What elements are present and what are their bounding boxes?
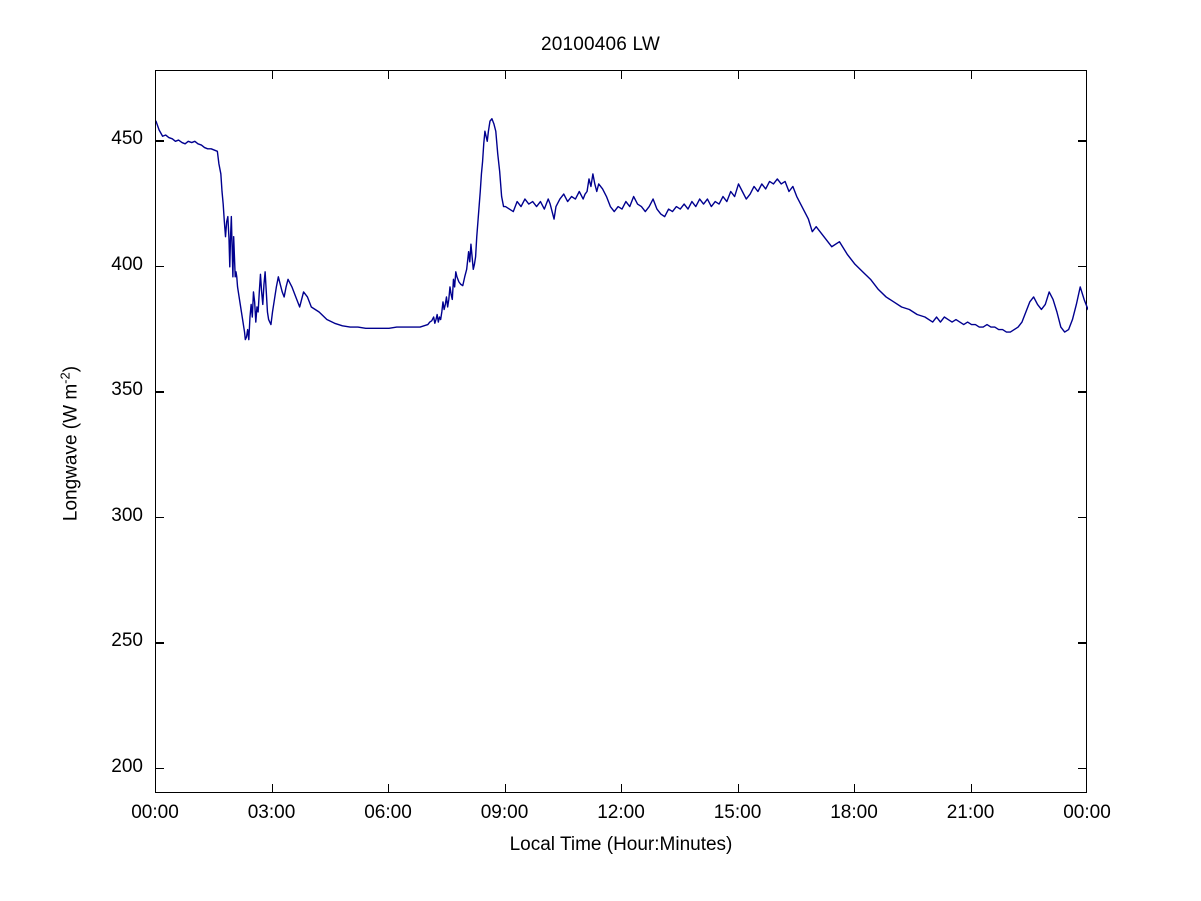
y-axis-label-tail: ) — [60, 365, 82, 373]
y-tick-mark — [155, 642, 164, 644]
y-tick-label: 350 — [111, 379, 143, 401]
data-line-plot — [156, 118, 1088, 341]
x-tick-mark — [970, 70, 972, 79]
chart-title: 20100406 LW — [540, 34, 661, 55]
y-tick-label: 300 — [111, 504, 143, 526]
y-tick-mark — [155, 265, 164, 268]
x-tick-mark — [854, 784, 856, 793]
x-tick-label: 09:00 — [480, 802, 529, 823]
x-tick-mark — [970, 784, 972, 793]
y-tick-mark — [155, 767, 164, 770]
y-tick-mark — [1078, 642, 1087, 644]
y-tick-label: 450 — [111, 128, 143, 150]
x-tick-mark — [621, 70, 623, 79]
x-tick-mark — [388, 784, 390, 793]
y-axis-label-exponent: -2 — [57, 372, 73, 384]
y-tick-mark — [155, 516, 164, 519]
y-tick-mark — [1078, 516, 1087, 519]
x-tick-mark — [737, 70, 739, 79]
x-tick-mark — [504, 784, 506, 793]
x-tick-label: 21:00 — [946, 802, 995, 823]
x-tick-mark — [388, 70, 390, 79]
x-axis-label: Local Time (Hour:Minutes) — [509, 834, 733, 855]
y-tick-label: 200 — [111, 755, 143, 777]
longwave-series-line — [156, 118, 1088, 341]
x-tick-label: 03:00 — [247, 802, 296, 823]
y-tick-label: 250 — [111, 630, 143, 652]
y-axis-label-base: Longwave (W m — [60, 383, 82, 522]
y-axis-label: Longwave (W m-2) — [58, 314, 83, 574]
x-tick-mark — [854, 70, 856, 79]
y-tick-mark — [1078, 391, 1087, 393]
x-tick-label: 15:00 — [713, 802, 762, 823]
x-tick-label: 06:00 — [364, 802, 412, 823]
x-tick-mark — [621, 784, 623, 793]
y-tick-mark — [1078, 265, 1087, 268]
x-tick-mark — [504, 70, 506, 79]
x-tick-mark — [737, 784, 739, 793]
y-tick-mark — [1078, 767, 1087, 770]
x-tick-mark — [271, 784, 273, 793]
x-tick-label: 00:00 — [131, 802, 179, 823]
x-tick-label: 12:00 — [597, 802, 645, 823]
y-tick-label: 400 — [111, 253, 143, 275]
x-tick-label: 18:00 — [830, 802, 878, 823]
x-tick-mark — [271, 70, 273, 79]
plot-area — [155, 70, 1088, 793]
y-tick-mark — [155, 391, 164, 393]
y-tick-mark — [155, 140, 164, 142]
y-tick-mark — [1078, 140, 1087, 142]
x-tick-label: 00:00 — [1063, 802, 1111, 823]
